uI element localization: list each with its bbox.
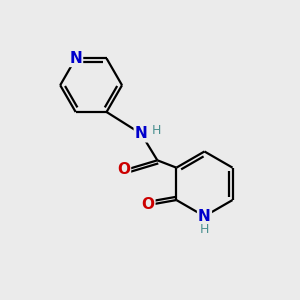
Text: N: N bbox=[198, 209, 211, 224]
Text: N: N bbox=[69, 51, 82, 66]
Text: H: H bbox=[200, 223, 209, 236]
Text: O: O bbox=[117, 162, 130, 177]
Text: H: H bbox=[152, 124, 161, 137]
Text: O: O bbox=[141, 197, 154, 212]
Text: N: N bbox=[135, 126, 148, 141]
